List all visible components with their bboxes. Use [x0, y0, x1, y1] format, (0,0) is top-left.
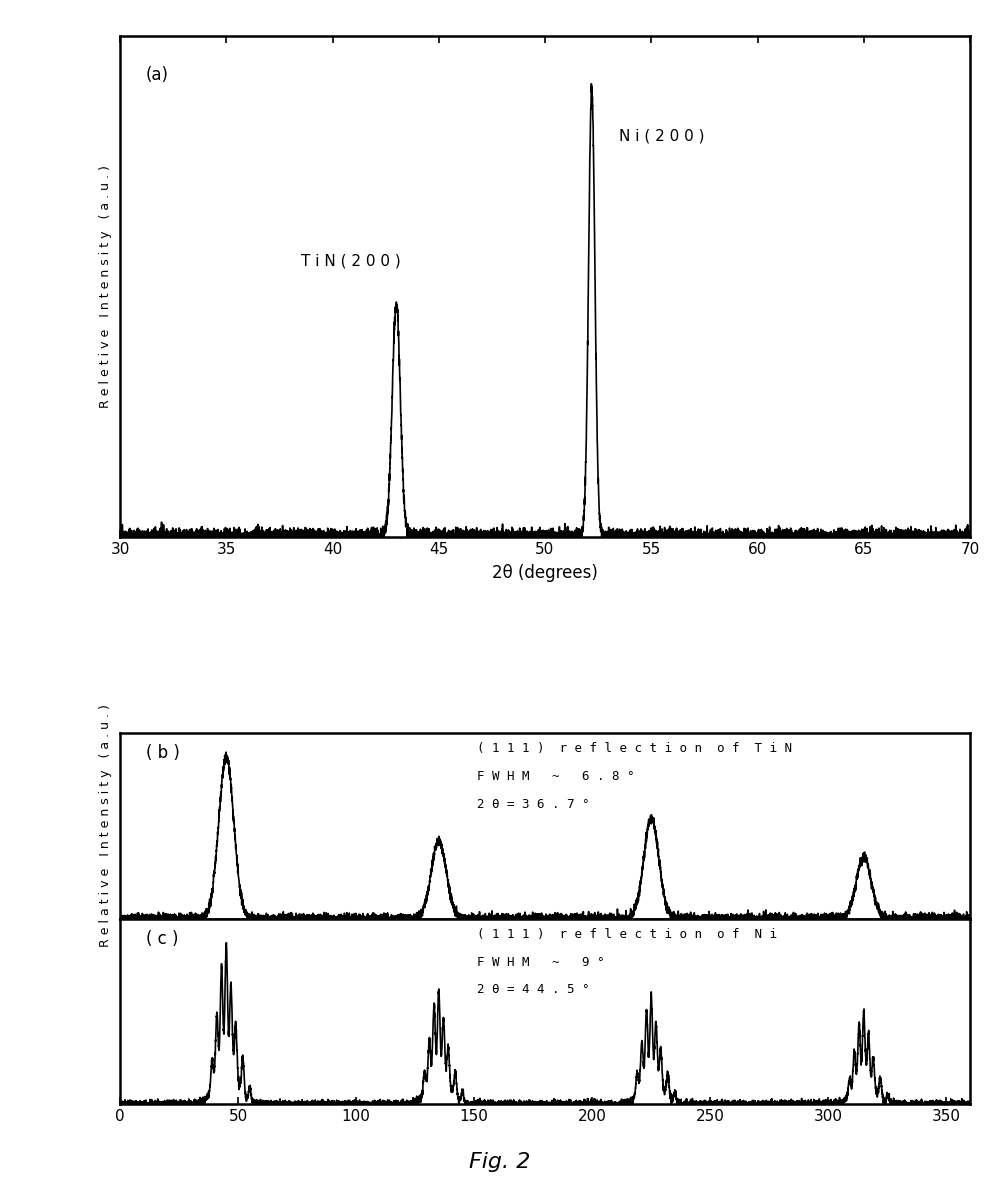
Text: ( 1 1 1 )  r e f l e c t i o n  o f  T i N: ( 1 1 1 ) r e f l e c t i o n o f T i N: [477, 743, 792, 755]
X-axis label: 2θ (degrees): 2θ (degrees): [492, 564, 598, 582]
Text: 2 θ = 4 4 . 5 °: 2 θ = 4 4 . 5 °: [477, 984, 590, 996]
Text: ( c ): ( c ): [146, 930, 178, 948]
Text: Fig. 2: Fig. 2: [469, 1152, 531, 1171]
Text: ( 1 1 1 )  r e f l e c t i o n  o f  N i: ( 1 1 1 ) r e f l e c t i o n o f N i: [477, 928, 777, 941]
Y-axis label: R e l e t i v e   I n t e n s i t y   ( a . u . ): R e l e t i v e I n t e n s i t y ( a . …: [99, 164, 112, 408]
Y-axis label: R e l a t i v e   I n t e n s i t y   ( a . u . ): R e l a t i v e I n t e n s i t y ( a . …: [99, 704, 112, 947]
Text: (a): (a): [146, 66, 168, 84]
Text: F W H M   ~   9 °: F W H M ~ 9 °: [477, 955, 604, 968]
Text: 2 θ = 3 6 . 7 °: 2 θ = 3 6 . 7 °: [477, 798, 590, 811]
Text: T i N ( 2 0 0 ): T i N ( 2 0 0 ): [301, 253, 400, 269]
Text: ( b ): ( b ): [146, 744, 179, 762]
Text: N i ( 2 0 0 ): N i ( 2 0 0 ): [619, 128, 705, 143]
Text: F W H M   ~   6 . 8 °: F W H M ~ 6 . 8 °: [477, 770, 635, 784]
